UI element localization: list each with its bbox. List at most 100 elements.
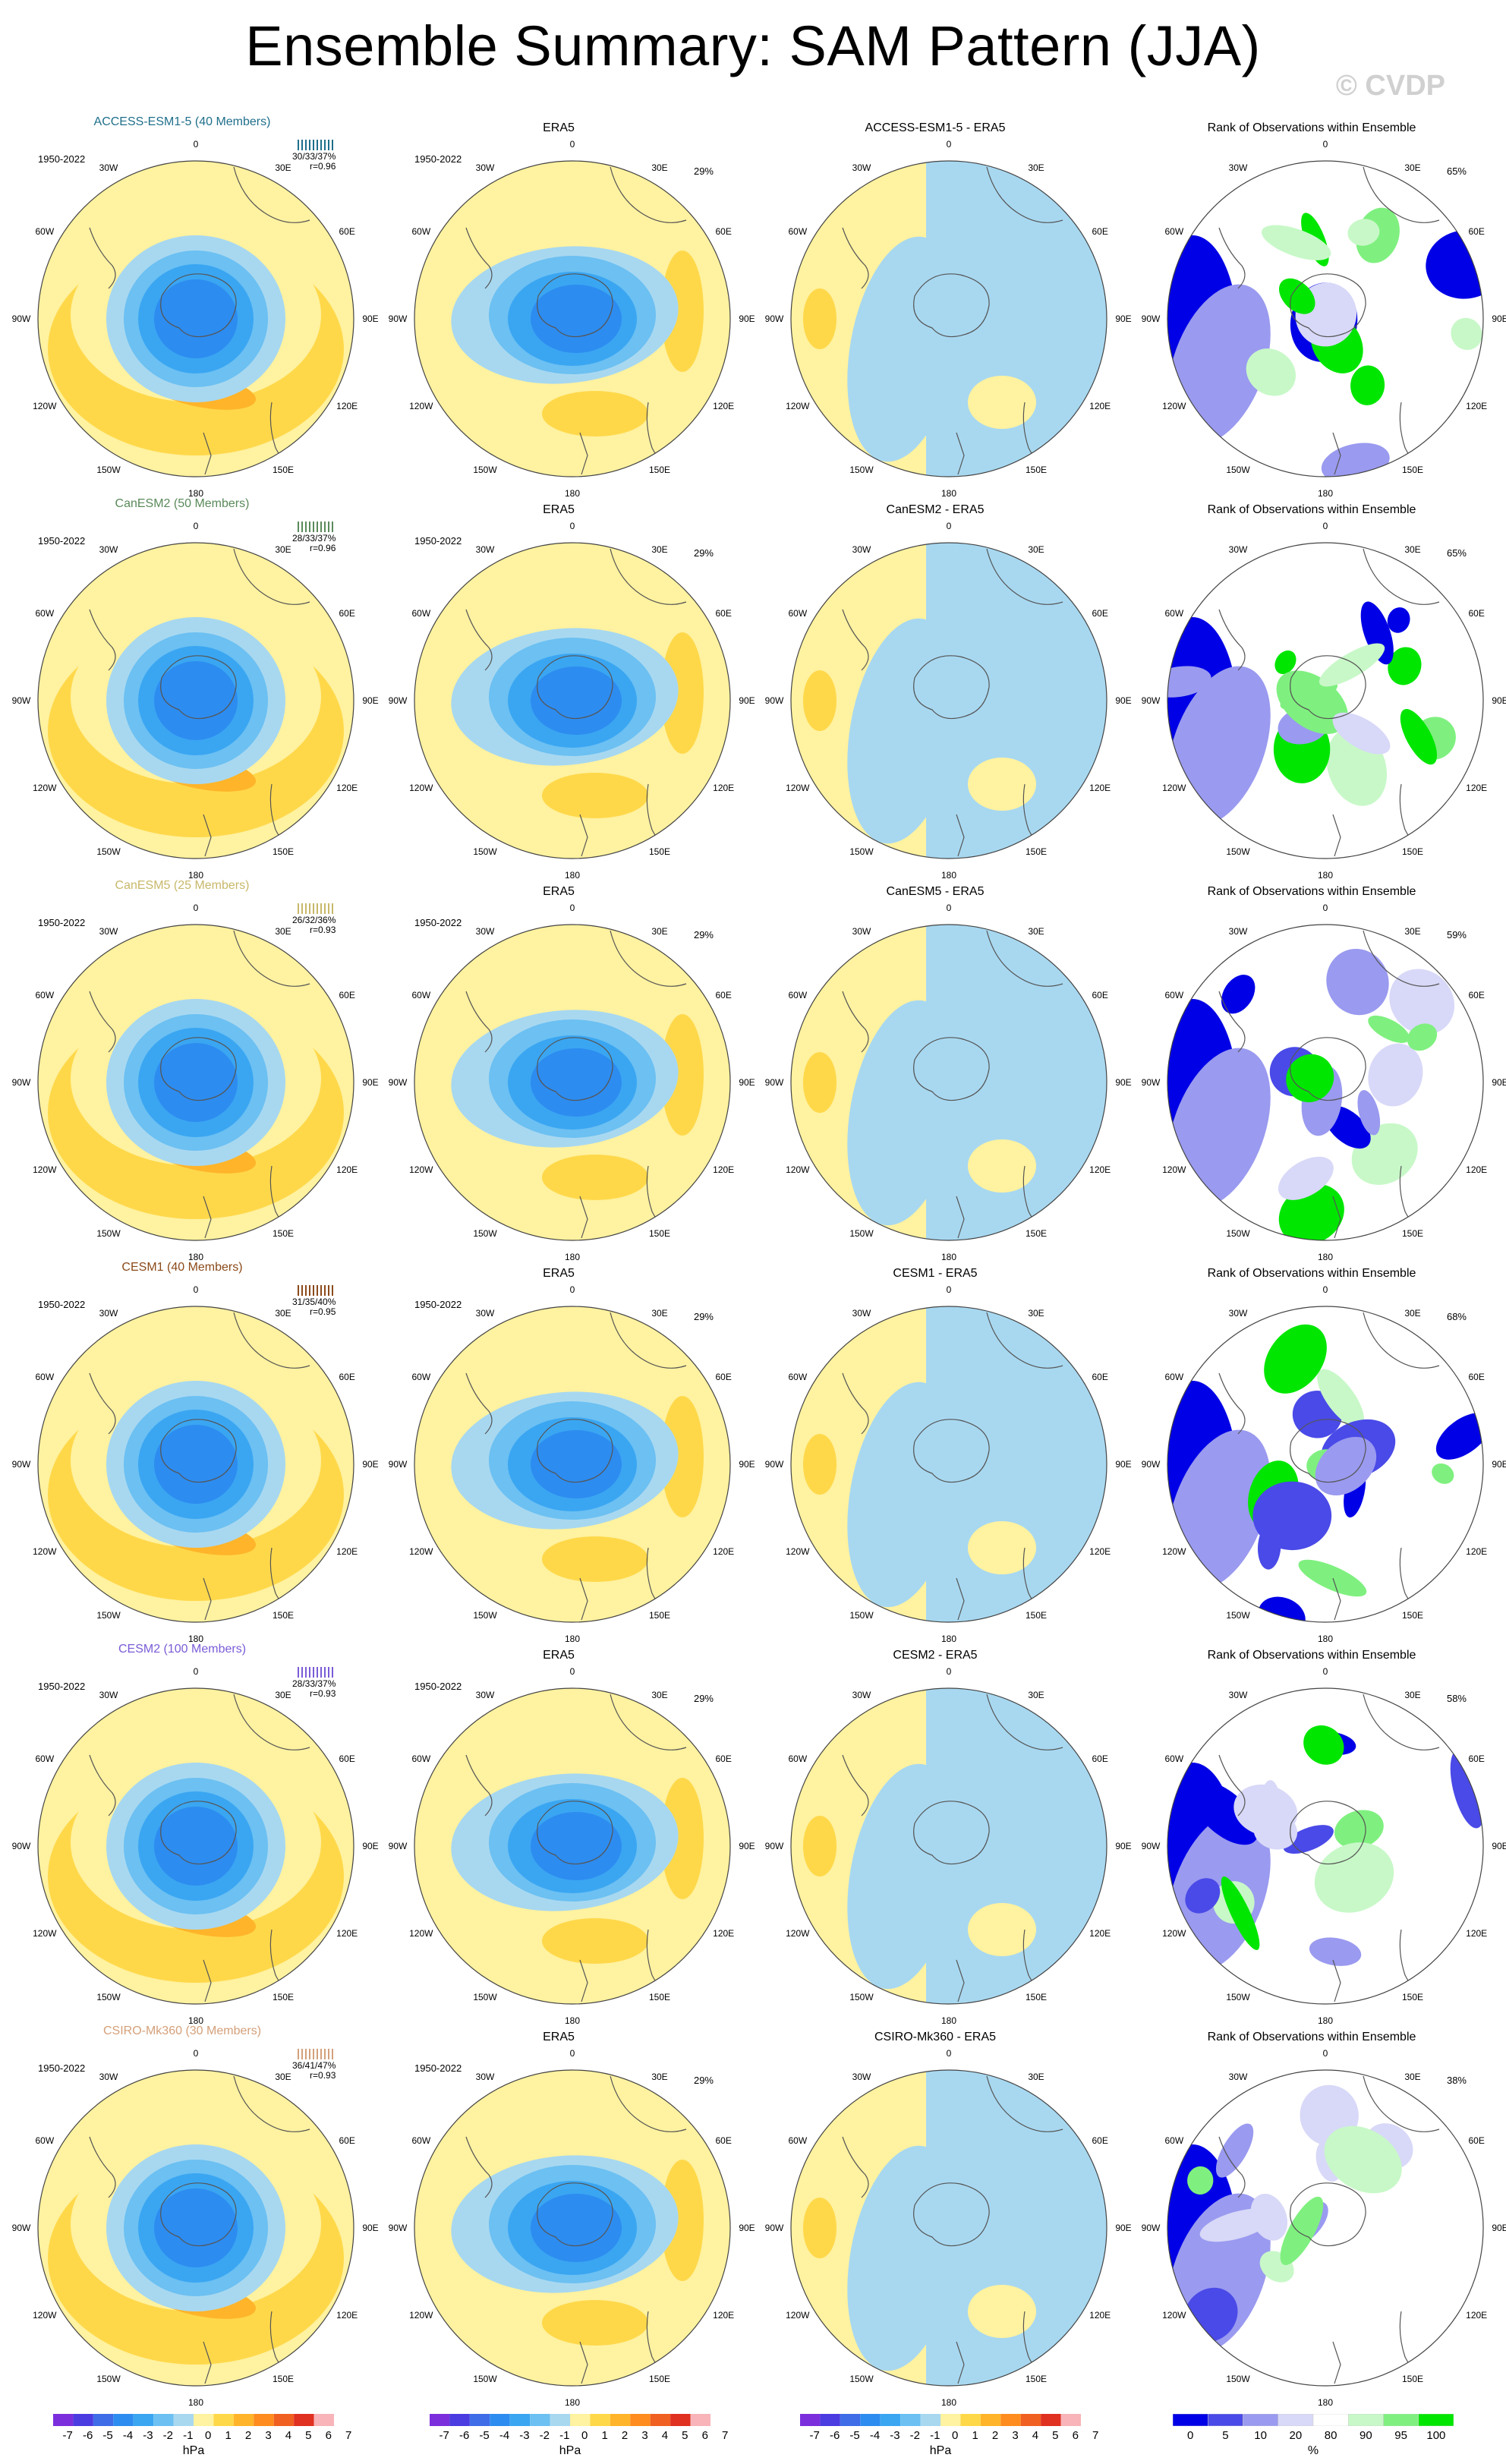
longitude-label: 180: [1318, 488, 1333, 499]
rank-field: [1167, 2070, 1483, 2386]
longitude-label: 120E: [336, 1546, 358, 1557]
colorbar-swatch: [940, 2414, 961, 2426]
polar-map: 0 30E 60E 90E 120E 150E 180 150W 120W 90W 60W 30W: [765, 521, 1132, 881]
member-spread-strip: [298, 2049, 333, 2059]
low-rank-patch: [1360, 601, 1394, 665]
colorbar-tick: 5: [1222, 2429, 1229, 2442]
antarctica-coastline: [537, 655, 613, 720]
antarctica-coastline: [913, 2182, 990, 2247]
new-zealand-coastline: [1332, 2341, 1341, 2384]
longitude-label: 90E: [739, 1459, 755, 1470]
low-rank-patch: [1426, 230, 1483, 299]
period-label: 1950-2022: [414, 2062, 462, 2074]
colorbar-swatch: [1243, 2414, 1278, 2426]
positive-west: [803, 288, 836, 349]
colorbar-tick: 1: [601, 2429, 608, 2442]
longitude-label: 60E: [1469, 226, 1485, 237]
low-rank-patch: [1357, 1090, 1381, 1136]
longitude-label: 90W: [12, 1077, 31, 1088]
longitude-label: 90E: [739, 1077, 755, 1088]
africa-coastline: [1363, 548, 1440, 605]
period-label: 1950-2022: [414, 153, 462, 165]
difference-title: CESM2 - ERA5: [893, 1649, 978, 1662]
negative-tongue: [847, 236, 959, 462]
positive-southeast: [968, 758, 1036, 811]
difference-panel: 0 30E 60E 90E 120E 150E 180 150W 120W 90W 60W 30W CE…: [753, 1649, 1132, 2028]
colorbar-swatch: [313, 2414, 334, 2426]
longitude-label: 90W: [1142, 695, 1161, 706]
longitude-label: 90W: [765, 1841, 784, 1851]
new-zealand-coastline: [579, 814, 588, 857]
longitude-label: 90W: [1142, 2223, 1161, 2233]
longitude-label: 120E: [1089, 1546, 1111, 1557]
ensemble-stats: 28/33/37% r=0.96: [292, 534, 336, 553]
rank-percent: 65%: [1446, 165, 1467, 177]
contour-field: [791, 1306, 1107, 1622]
polar-map: 0 30E 60E 90E 120E 150E 180 150W 120W 90W 60W 30W: [389, 521, 755, 881]
africa-coastline: [1363, 166, 1440, 223]
map-boundary: [1167, 1306, 1484, 1623]
period-label: 1950-2022: [38, 1681, 86, 1692]
africa-coastline: [986, 548, 1063, 605]
map-boundary: [790, 2069, 1107, 2387]
longitude-label: 0: [194, 139, 199, 150]
longitude-label: 90W: [765, 2223, 784, 2233]
model-title: CanESM5 (25 Members): [115, 879, 250, 892]
colorbar-swatch: [113, 2414, 134, 2426]
longitude-label: 180: [565, 870, 580, 881]
antarctica-coastline: [537, 273, 613, 338]
difference-panel: 0 30E 60E 90E 120E 150E 180 150W 120W 90W 60W 30W Ca…: [753, 885, 1132, 1265]
high-rank-patch: [1319, 643, 1385, 687]
positive-west: [803, 1816, 836, 1876]
map-boundary: [37, 1306, 354, 1623]
longitude-label: 30E: [1028, 1308, 1044, 1319]
south-america-coastline: [465, 609, 493, 671]
positive-south: [542, 391, 648, 436]
ensemble-stats: 30/33/37% r=0.96: [292, 152, 336, 172]
south-america-coastline: [89, 2136, 116, 2198]
colorbar-swatch: [1418, 2414, 1454, 2426]
longitude-label: 120E: [713, 783, 734, 793]
low-rank-patch: [1435, 1413, 1483, 1460]
percent-range: 30/33/37%: [292, 151, 336, 162]
colorbar-tick: -2: [162, 2429, 174, 2442]
model-panel: 0 30E 60E 90E 120E 150E 180 150W 120W 90W 60W 30W 19…: [0, 2024, 379, 2410]
colorbar-tick: 20: [1289, 2429, 1303, 2442]
longitude-label: 60W: [1164, 1753, 1183, 1764]
south-america-coastline: [842, 1754, 869, 1816]
contour-field: [414, 161, 730, 477]
longitude-label: 30E: [275, 926, 291, 937]
longitude-label: 120W: [33, 1928, 57, 1939]
africa-coastline: [610, 2075, 687, 2132]
africa-coastline: [986, 930, 1063, 987]
longitude-label: 90E: [1115, 695, 1131, 706]
longitude-label: 150W: [1226, 846, 1250, 857]
obs-title: ERA5: [543, 1649, 575, 1662]
longitude-label: 120W: [33, 401, 57, 411]
polar-map: 0 30E 60E 90E 120E 150E 180 150W 120W 90W 60W 30W: [1142, 903, 1506, 1262]
longitude-label: 150E: [1402, 1992, 1423, 2002]
colorbar-swatch: [53, 2414, 74, 2426]
south-america-coastline: [1218, 991, 1246, 1053]
longitude-label: 60W: [1164, 2135, 1183, 2146]
rank-percent: 65%: [1446, 547, 1467, 559]
longitude-label: 30E: [1028, 926, 1044, 937]
longitude-label: 150W: [96, 2374, 121, 2384]
longitude-label: 150W: [473, 846, 497, 857]
longitude-label: 90W: [389, 2223, 408, 2233]
high-rank-patch: [1350, 365, 1385, 405]
difference-panel: 0 30E 60E 90E 120E 150E 180 150W 120W 90W 60W 30W CE…: [753, 1267, 1132, 1646]
low-rank-patch: [1309, 1937, 1362, 1966]
longitude-label: 150W: [1226, 2374, 1250, 2384]
longitude-label: 150E: [1402, 1610, 1423, 1621]
longitude-label: 60W: [788, 226, 807, 237]
longitude-label: 60E: [1092, 1753, 1108, 1764]
rank-panel: 0 30E 60E 90E 120E 150E 180 150W 120W 90W 60W 30W 65…: [1130, 121, 1506, 501]
longitude-label: 150W: [473, 465, 497, 475]
colorbar-swatch: [449, 2414, 470, 2426]
longitude-label: 90W: [1142, 1459, 1161, 1470]
longitude-label: 60E: [1469, 990, 1485, 1000]
longitude-label: 30E: [1028, 1690, 1044, 1700]
rank-title: Rank of Observations within Ensemble: [1207, 121, 1416, 134]
longitude-label: 30E: [651, 2072, 667, 2082]
